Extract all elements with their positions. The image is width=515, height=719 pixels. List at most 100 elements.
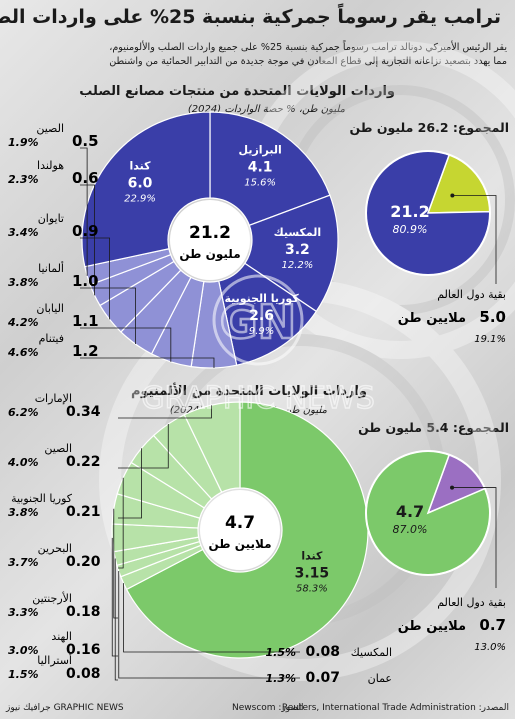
steel-ext-name-8: الصين xyxy=(36,122,64,135)
alu-leader-5 xyxy=(113,508,118,619)
total-main-share: 87.0% xyxy=(393,523,428,536)
steel-rest-value: 5.0 xyxy=(479,308,506,326)
photo-credit: الصور: Newscom xyxy=(232,703,304,713)
steel-leader-8 xyxy=(80,147,88,276)
alu-ext-share-7: 3.8% xyxy=(8,506,39,519)
steel-leader-6 xyxy=(80,237,110,320)
steel-label-9-value: 6.0 xyxy=(128,175,153,191)
alu-ext-name-8: الصين xyxy=(44,442,72,455)
alu-ext-value-2: 0.07 xyxy=(305,670,340,686)
steel-label-0-value: 4.1 xyxy=(248,160,273,176)
steel-label-0-share: 15.6% xyxy=(244,178,276,189)
alu-ext-name-9: الإمارات xyxy=(35,392,72,405)
steel-rest-leader xyxy=(452,195,497,284)
total-main-value: 4.7 xyxy=(396,502,424,521)
steel-ext-share-3: 4.6% xyxy=(7,346,39,359)
alu-ext-value-1: 0.08 xyxy=(305,644,340,660)
steel-chart-subtitle: مليون طن، % حصة الواردات (2024) xyxy=(187,104,345,115)
alu-leader-7 xyxy=(118,448,142,519)
alu-ext-share-4: 3.0% xyxy=(8,644,39,657)
steel-label-2-name: كوريا الجنوبية xyxy=(224,292,299,305)
alu-ext-share-2: 1.3% xyxy=(265,672,296,685)
steel-ext-share-7: 2.3% xyxy=(8,173,39,186)
alu-center-hole xyxy=(200,490,280,570)
steel-ext-value-4: 1.1 xyxy=(72,312,99,330)
steel-center-hole xyxy=(170,200,250,280)
slice-9 xyxy=(183,401,241,493)
alu-ext-value-6: 0.20 xyxy=(66,554,101,570)
svg-text:GN: GN xyxy=(220,295,296,349)
page-title: ترامب يقر رسوماً جمركية بنسبة 25% على وا… xyxy=(0,6,501,28)
alu-ext-value-7: 0.21 xyxy=(66,504,101,520)
alu-ext-share-8: 4.0% xyxy=(7,456,39,469)
steel-rest-share: 19.1% xyxy=(474,334,506,345)
alu-ext-value-3: 0.08 xyxy=(66,666,101,682)
alu-ext-share-9: 6.2% xyxy=(8,406,39,419)
steel-leader-5 xyxy=(80,287,136,345)
steel-leader-3 xyxy=(80,357,215,368)
steel-ext-name-4: اليابان xyxy=(36,302,64,315)
alu-ext-name-3: أستراليا xyxy=(37,653,72,667)
alu-ext-value-5: 0.18 xyxy=(66,604,101,620)
steel-label-0-name: البرازيل xyxy=(239,144,282,157)
steel-ext-name-3: فيتنام xyxy=(39,332,64,345)
alu-rest-dot xyxy=(450,485,455,490)
steel-rest-dot xyxy=(450,193,455,198)
brand-credit: جرافيك نيوز GRAPHIC NEWS xyxy=(6,703,124,713)
total-rim xyxy=(365,150,491,276)
alu-rest-label: بقية دول العالم xyxy=(437,596,506,609)
steel-ext-share-6: 3.4% xyxy=(8,226,39,239)
steel-main-donut: 21.2 مليون طن البرازيل 4.1 15.6% المكسيك 3.2 12… xyxy=(81,111,339,369)
alu-leader-9 xyxy=(118,405,212,419)
steel-ext-name-6: تايوان xyxy=(38,212,64,225)
alu-ext-name-2: عمان xyxy=(368,672,392,685)
steel-leader-7 xyxy=(80,184,95,296)
steel-label-1-name: المكسيك xyxy=(274,226,322,239)
alu-center-value: 4.7 xyxy=(225,513,255,533)
alu-ext-name-1: المكسيك xyxy=(351,646,392,659)
steel-ext-share-5: 3.8% xyxy=(8,276,39,289)
alu-total-pie: 4.7 87.0% xyxy=(365,450,491,576)
total-main-value: 21.2 xyxy=(390,202,429,221)
alu-center-unit: ملايين طن xyxy=(208,537,271,551)
alu-label-0-share: 58.3% xyxy=(296,583,328,594)
alu-ext-value-9: 0.34 xyxy=(66,404,101,420)
steel-center-unit: مليون طن xyxy=(179,247,240,262)
steel-label-2-share: 9.9% xyxy=(249,326,274,337)
slice-0 xyxy=(209,111,331,227)
alu-leader-4 xyxy=(111,537,118,657)
total-main-share: 80.9% xyxy=(393,223,428,236)
steel-ext-share-4: 4.2% xyxy=(7,316,39,329)
steel-chart-title: واردات الولايات المتحدة من منتجات مصانع … xyxy=(79,84,395,99)
steel-ext-value-8: 0.5 xyxy=(72,132,99,150)
alu-rest-leader xyxy=(452,487,497,588)
steel-ext-value-7: 0.6 xyxy=(72,169,99,187)
alu-ext-share-5: 3.3% xyxy=(8,606,39,619)
steel-label-9-name: كندا xyxy=(130,159,152,172)
source-credit: المصدر: Reuters, International Trade Adm… xyxy=(281,703,509,713)
steel-ext-name-7: هولندا xyxy=(37,159,64,172)
steel-rest-unit: ملايين طن xyxy=(398,311,466,326)
total-rim xyxy=(365,450,491,576)
intro-line-2: مما يهدد بتصعيد نزاعاته التجارية إلى قطا… xyxy=(109,56,507,67)
alu-ext-name-7: كوريا الجنوبية xyxy=(11,492,73,505)
steel-rest-label: بقية دول العالم xyxy=(437,288,506,301)
alu-rest-value: 0.7 xyxy=(479,616,506,634)
alu-chart-title: واردات الولايات المتحدة من الألمنيوم xyxy=(131,384,367,399)
chart-labels: الصين 0.5 1.9% هولندا 0.6 2.3% تايوان 0.9 3.4% أل… xyxy=(7,122,506,686)
steel-label-1-share: 12.2% xyxy=(282,260,314,271)
watermark-text: GRAPHIC NEWS xyxy=(141,381,374,416)
alu-leader-1 xyxy=(123,583,300,653)
alu-ext-share-1: 1.5% xyxy=(265,646,296,659)
alu-ext-share-3: 1.5% xyxy=(8,668,39,681)
watermark-logo: GN xyxy=(212,274,304,366)
steel-total-label: المجموع: 26.2 مليون طن xyxy=(349,120,509,135)
steel-total-pie: 21.2 80.9% xyxy=(365,150,491,276)
alu-label-0-value: 3.15 xyxy=(295,565,330,581)
alu-rest-share: 13.0% xyxy=(474,642,506,653)
alu-main-donut: 4.7 ملايين طن كندا 3.15 58.3% xyxy=(111,401,369,659)
steel-label-9-share: 22.9% xyxy=(124,193,156,204)
alu-leader-3 xyxy=(114,558,118,681)
alu-ext-share-6: 3.7% xyxy=(8,556,39,569)
